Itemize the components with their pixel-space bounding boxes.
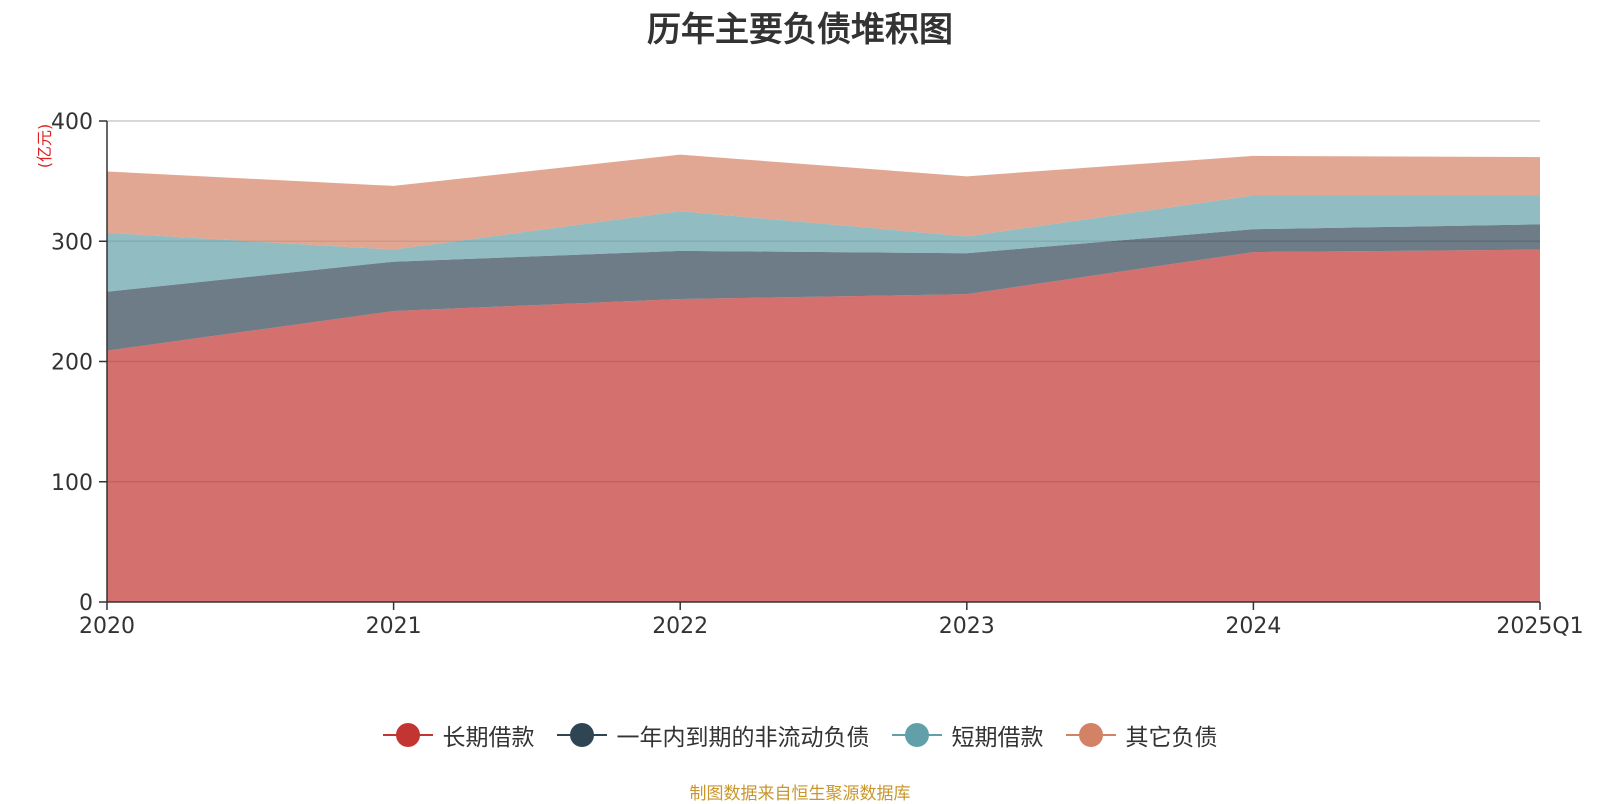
x-tick-label: 2024 xyxy=(1225,614,1281,639)
y-tick-label: 300 xyxy=(51,230,93,255)
area-series-3 xyxy=(107,154,1540,250)
legend-label: 长期借款 xyxy=(442,725,535,751)
legend-item[interactable]: 短期借款 xyxy=(891,718,1044,752)
x-tick-label: 2023 xyxy=(939,614,995,639)
legend-marker xyxy=(382,722,433,748)
legend-marker xyxy=(1065,722,1116,748)
x-tick-label: 2020 xyxy=(79,614,135,639)
y-tick-label: 200 xyxy=(51,351,93,376)
x-tick-label: 2021 xyxy=(366,614,422,639)
y-tick-label: 0 xyxy=(79,591,93,616)
legend-label: 其它负债 xyxy=(1125,725,1218,751)
chart-title: 历年主要负债堆积图 xyxy=(647,10,953,50)
legend-item[interactable]: 其它负债 xyxy=(1065,718,1218,752)
legend-marker xyxy=(891,722,942,748)
legend-item[interactable]: 一年内到期的非流动负债 xyxy=(556,718,870,752)
legend-marker xyxy=(556,722,607,748)
legend: 长期借款 一年内到期的非流动负债 短期借款 其它负债 xyxy=(0,718,1600,752)
y-tick-label: 400 xyxy=(51,110,93,135)
legend-dot xyxy=(569,723,594,747)
legend-label: 短期借款 xyxy=(951,725,1044,751)
legend-label: 一年内到期的非流动负债 xyxy=(616,725,870,751)
x-tick-label: 2022 xyxy=(652,614,708,639)
source-note: 制图数据来自恒生聚源数据库 xyxy=(689,784,911,804)
legend-dot xyxy=(1078,723,1103,747)
legend-dot xyxy=(904,723,929,747)
y-tick-label: 100 xyxy=(51,471,93,496)
area-series-0 xyxy=(107,249,1540,603)
y-axis-unit-label: (亿元) xyxy=(35,124,54,169)
legend-dot xyxy=(395,723,420,747)
x-tick-label: 2025Q1 xyxy=(1496,614,1583,639)
axis-layer: 0 100 200 300 400 2020 2021 2022 2023 2024 2025Q1 xyxy=(51,110,1584,639)
legend-item[interactable]: 长期借款 xyxy=(382,718,535,752)
area-layer xyxy=(107,154,1540,603)
area-series-1 xyxy=(107,224,1540,351)
area-series-2 xyxy=(107,195,1540,292)
